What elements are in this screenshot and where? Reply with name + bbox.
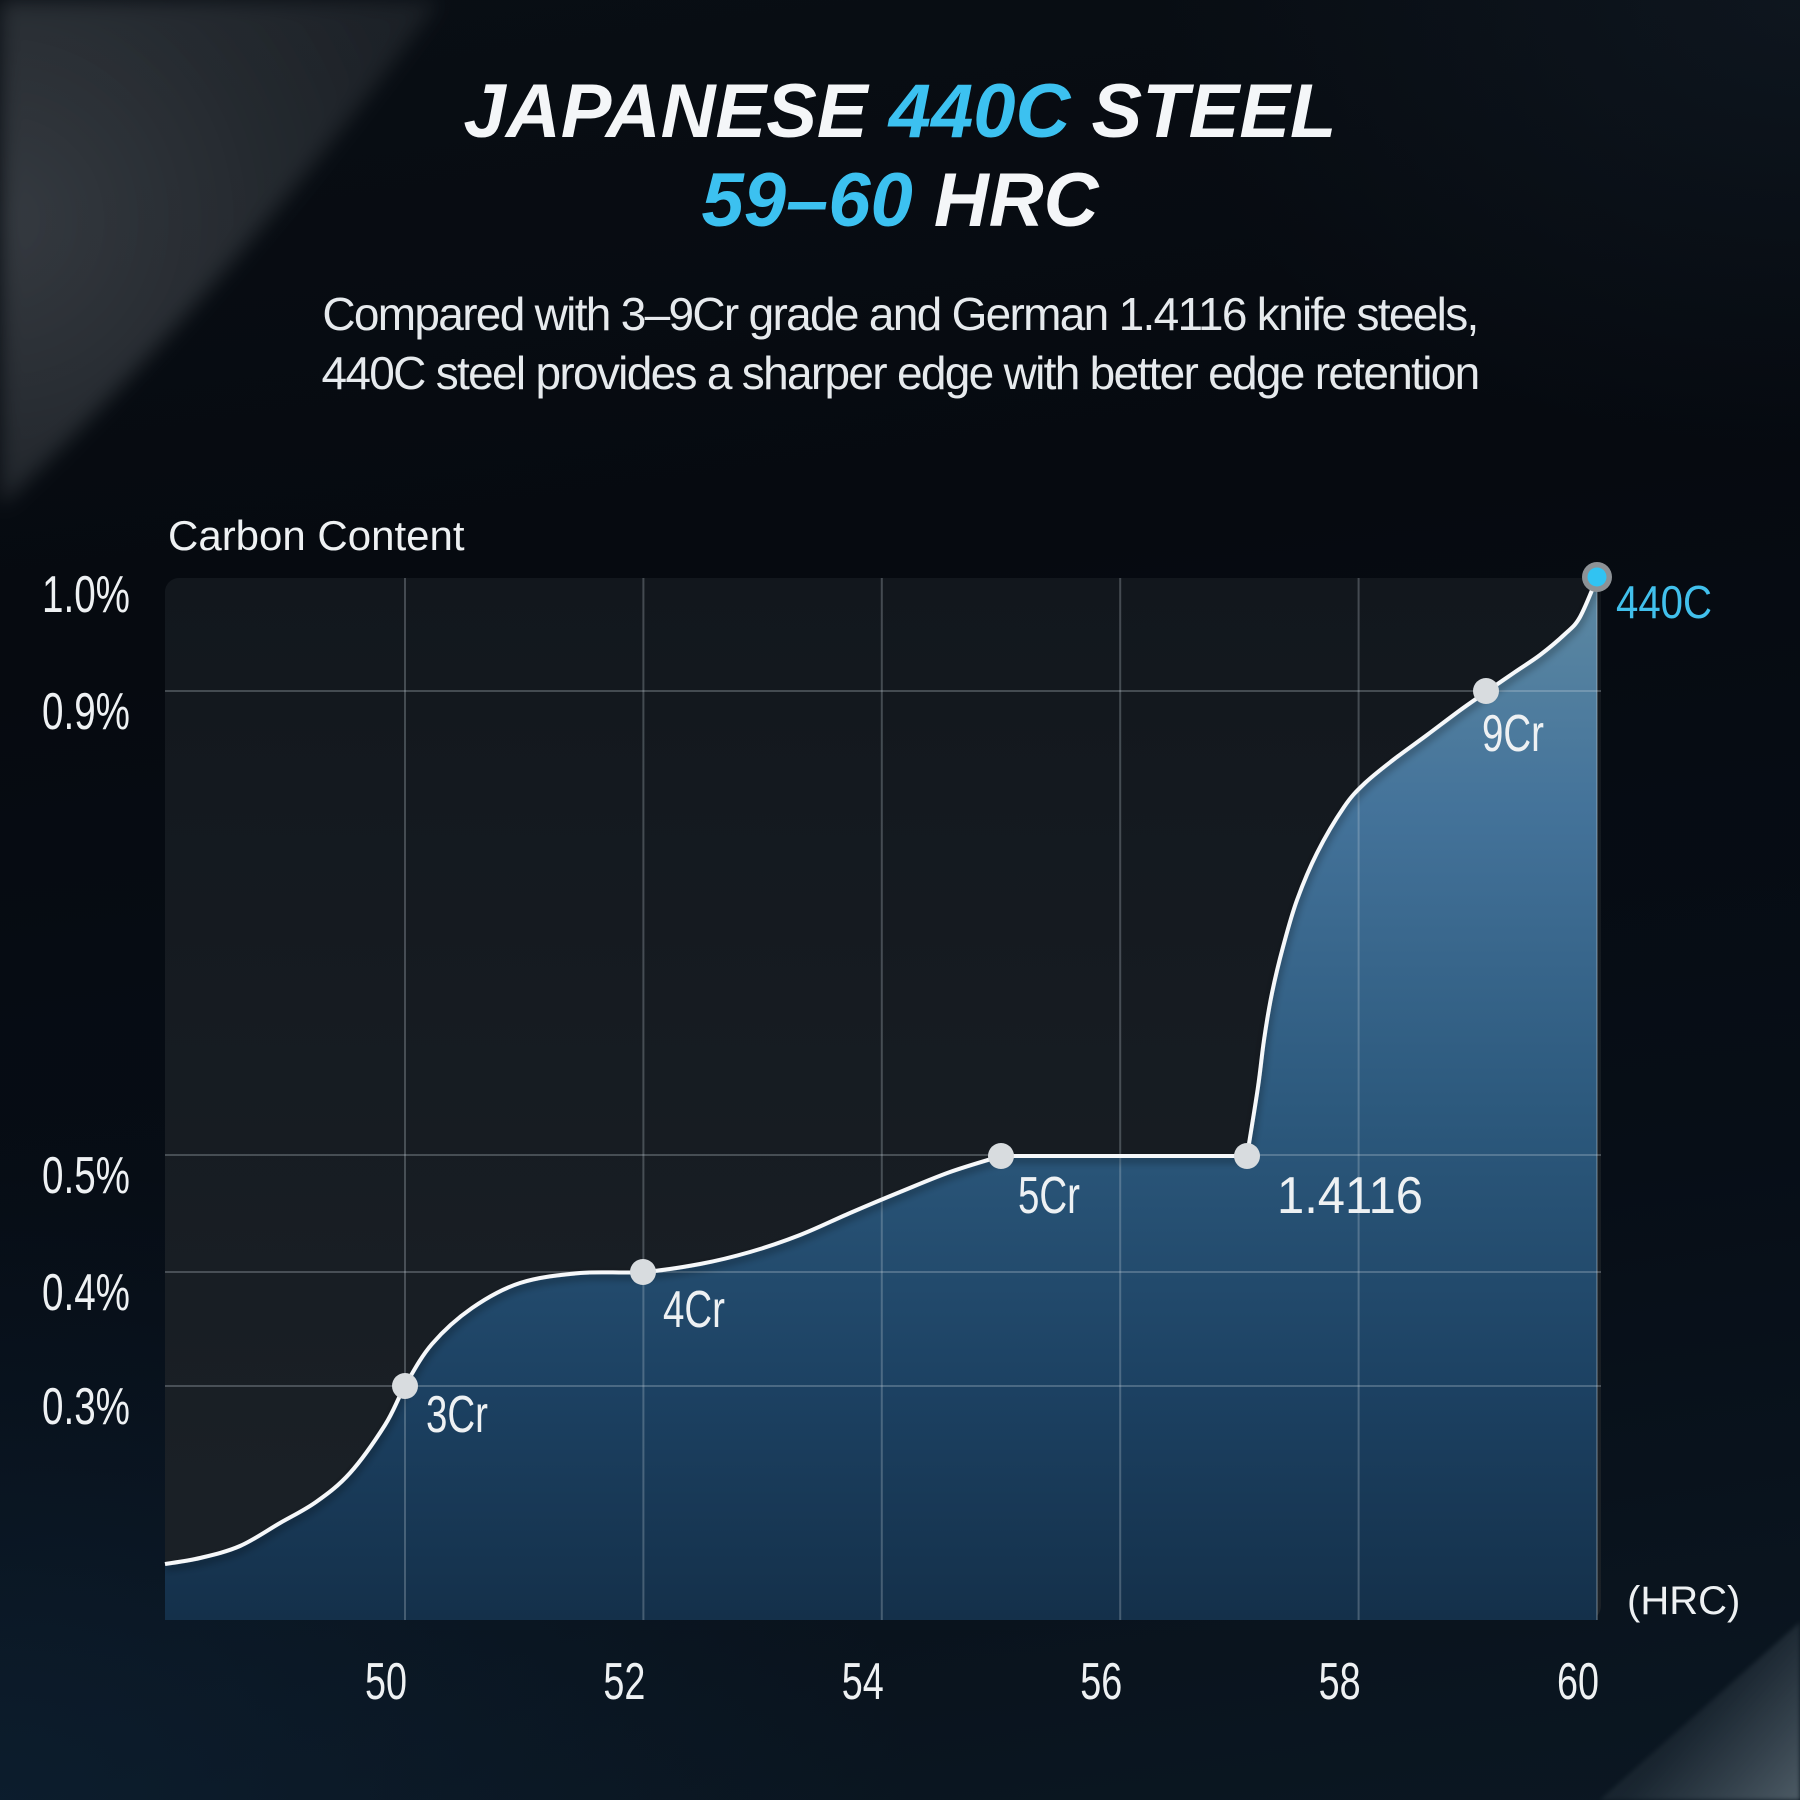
svg-text:60: 60 [1557, 1653, 1599, 1711]
svg-text:3Cr: 3Cr [426, 1386, 488, 1444]
svg-text:0.5%: 0.5% [42, 1147, 130, 1205]
svg-text:440C: 440C [1616, 576, 1712, 628]
svg-text:1.0%: 1.0% [42, 566, 130, 624]
svg-text:0.9%: 0.9% [42, 683, 130, 741]
svg-text:4Cr: 4Cr [663, 1281, 725, 1339]
svg-text:5Cr: 5Cr [1018, 1167, 1080, 1225]
svg-text:54: 54 [842, 1653, 884, 1711]
svg-text:50: 50 [365, 1653, 407, 1711]
svg-text:58: 58 [1319, 1653, 1361, 1711]
svg-text:0.4%: 0.4% [42, 1264, 130, 1322]
svg-text:0.3%: 0.3% [42, 1378, 130, 1436]
svg-text:Carbon Content: Carbon Content [168, 512, 465, 559]
svg-text:52: 52 [603, 1653, 645, 1711]
svg-text:(HRC): (HRC) [1627, 1579, 1740, 1623]
svg-text:1.4116: 1.4116 [1277, 1167, 1423, 1225]
svg-text:9Cr: 9Cr [1482, 705, 1544, 763]
svg-text:56: 56 [1080, 1653, 1122, 1711]
